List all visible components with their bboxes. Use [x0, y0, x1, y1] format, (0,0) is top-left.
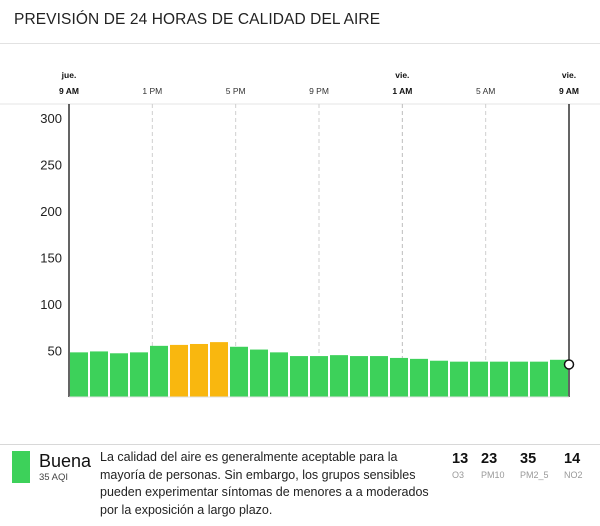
pollutant-pm2-5: 35 PM2_5: [520, 451, 560, 480]
status-color-swatch: [12, 451, 30, 483]
forecast-bar: [210, 342, 228, 397]
aqi-forecast-chart: jue. 9 AM 1 PM 5 PM 9 PM vie. 1 AM 5 AM vie. 9 AM…: [0, 70, 600, 398]
forecast-bar: [330, 355, 348, 397]
x-day-label: jue.: [61, 70, 77, 80]
x-tick-label: 9 AM: [59, 86, 79, 96]
y-tick-label: 50: [48, 343, 62, 358]
pollutant-value: 23: [481, 451, 498, 467]
forecast-bar: [370, 356, 388, 397]
pollutant-name: NO2: [564, 470, 583, 480]
pollutant-o3: 13 O3: [452, 451, 492, 480]
air-quality-description: La calidad del aire es generalmente acep…: [100, 450, 429, 517]
pollutant-name: O3: [452, 470, 465, 480]
forecast-bar: [410, 358, 428, 397]
forecast-bar: [510, 361, 528, 397]
header: PREVISIÓN DE 24 HORAS DE CALIDAD DEL AIR…: [0, 0, 600, 44]
forecast-bar: [450, 361, 468, 397]
page-title: PREVISIÓN DE 24 HORAS DE CALIDAD DEL AIR…: [14, 11, 381, 28]
x-tick-label: 5 PM: [226, 86, 246, 96]
forecast-bar: [530, 361, 548, 397]
x-tick-label: 1 AM: [392, 86, 412, 96]
current-hour-marker: [563, 359, 575, 370]
forecast-bar: [170, 344, 188, 397]
forecast-bar: [230, 346, 248, 397]
y-tick-label: 300: [40, 111, 62, 126]
forecast-bar: [190, 343, 208, 397]
y-tick-label: 200: [40, 204, 62, 219]
pollutant-name: PM10: [481, 470, 505, 480]
y-tick-label: 150: [40, 250, 62, 265]
forecast-bar: [490, 361, 508, 397]
aqi-value: 35 AQI: [39, 472, 69, 483]
x-tick-label: 9 PM: [309, 86, 329, 96]
pollutant-pm10: 23 PM10: [481, 451, 521, 480]
forecast-bar: [290, 356, 308, 397]
x-tick-label: 5 AM: [476, 86, 495, 96]
x-tick-label: 9 AM: [559, 86, 579, 96]
x-day-label: vie.: [562, 70, 576, 80]
forecast-bar: [70, 352, 88, 397]
forecast-bar: [150, 345, 168, 397]
air-quality-status: Buena: [39, 451, 92, 471]
y-tick-label: 250: [40, 157, 62, 172]
x-tick-label: 1 PM: [142, 86, 162, 96]
forecast-bar: [550, 359, 568, 397]
x-day-label: vie.: [395, 70, 409, 80]
pollutant-value: 14: [564, 451, 581, 467]
forecast-bar: [270, 352, 288, 397]
pollutant-value: 35: [520, 451, 537, 467]
forecast-bar: [90, 351, 108, 397]
summary-panel: Buena 35 AQI La calidad del aire es gene…: [0, 444, 600, 526]
forecast-bar: [130, 352, 148, 397]
forecast-bar: [470, 361, 488, 397]
pollutant-no2: 14 NO2: [564, 451, 600, 480]
forecast-bar: [390, 357, 408, 397]
forecast-bar: [110, 353, 128, 397]
forecast-bar: [250, 349, 268, 397]
pollutant-name: PM2_5: [520, 470, 549, 480]
forecast-bar: [430, 360, 448, 397]
pollutant-value: 13: [452, 451, 469, 467]
y-tick-label: 100: [40, 297, 62, 312]
forecast-bar: [310, 356, 328, 397]
forecast-bar: [350, 356, 368, 397]
